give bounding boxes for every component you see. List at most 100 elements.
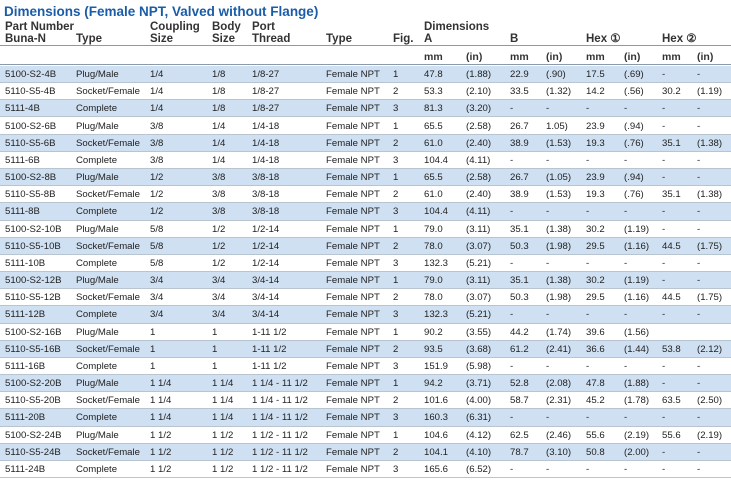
cell: 165.6	[424, 463, 449, 475]
cell: 1/2	[150, 172, 164, 184]
cell: 58.7	[510, 395, 529, 407]
cell: 1	[393, 223, 399, 235]
cell: 1-11 1/2	[252, 343, 287, 355]
cell: 3	[393, 360, 399, 372]
cell: (2.08)	[546, 378, 572, 390]
cell: (5.21)	[466, 257, 492, 269]
cell: 81.3	[424, 103, 443, 115]
cell: -	[624, 309, 628, 321]
table-row	[0, 100, 731, 118]
cell: -	[586, 257, 590, 269]
cell: 5111-10B	[5, 257, 46, 269]
cell: Plug/Male	[76, 378, 119, 390]
cell: 1-11 1/2	[252, 326, 287, 338]
column-header: A	[424, 33, 433, 45]
cell: -	[546, 360, 550, 372]
cell: 1-11 1/2	[252, 360, 287, 372]
cell: -	[662, 120, 666, 132]
column-header: Part Number	[5, 21, 75, 33]
cell: -	[510, 412, 514, 424]
cell: 1 1/4	[212, 395, 234, 407]
table-row	[0, 237, 731, 255]
cell: -	[586, 360, 590, 372]
cell: 1/8	[212, 86, 226, 98]
cell: 5110-S5-8B	[5, 189, 56, 201]
cell: 5110-S5-16B	[5, 343, 61, 355]
cell: -	[586, 154, 590, 166]
cell: 5111-12B	[5, 309, 46, 321]
cell: Socket/Female	[76, 292, 140, 304]
cell: 47.8	[424, 69, 443, 80]
cell: Female NPT	[326, 240, 380, 252]
cell: (6.52)	[466, 463, 492, 475]
cell: 3/8-18	[252, 172, 280, 184]
cell: -	[546, 154, 550, 166]
cell: 45.2	[586, 395, 605, 407]
table-row	[0, 426, 731, 444]
cell: 5110-S5-12B	[5, 292, 61, 304]
unit-label: (in)	[546, 51, 563, 63]
cell: (1.19)	[624, 275, 650, 287]
cell: (3.68)	[466, 343, 492, 355]
cell: 3/8-18	[252, 206, 280, 218]
cell: Female NPT	[326, 412, 380, 424]
cell: -	[697, 154, 701, 166]
table-row	[0, 203, 731, 221]
cell: 35.1	[662, 189, 681, 201]
cell: 3/8	[212, 189, 226, 201]
table-row	[0, 169, 731, 187]
cell: 1 1/4	[150, 395, 172, 407]
cell: -	[662, 69, 666, 80]
cell: -	[586, 412, 590, 424]
table-row	[0, 289, 731, 307]
cell: (1.53)	[546, 189, 572, 201]
cell: 35.1	[662, 137, 681, 149]
cell: 1/8	[212, 69, 226, 80]
cell: 3/4-14	[252, 309, 280, 321]
cell: -	[546, 309, 550, 321]
cell: Female NPT	[326, 446, 380, 458]
cell: 5100-S2-10B	[5, 223, 62, 235]
title: Dimensions (Female NPT, Valved without F…	[4, 4, 319, 19]
cell: -	[662, 154, 666, 166]
cell: 1/8-27	[252, 69, 280, 80]
cell: Plug/Male	[76, 326, 119, 338]
cell: 2	[393, 137, 399, 149]
cell: (1.56)	[624, 326, 650, 338]
cell: (2.58)	[466, 172, 492, 184]
cell: (.90)	[546, 69, 566, 80]
table-row	[0, 375, 731, 393]
cell: (3.11)	[466, 223, 491, 235]
cell: 50.3	[510, 240, 529, 252]
column-header: Type	[76, 33, 102, 45]
cell: 1/8-27	[252, 103, 280, 115]
cell: 3/4	[150, 292, 164, 304]
cell: 1/2	[212, 223, 226, 235]
cell: Plug/Male	[76, 172, 119, 184]
cell: (2.19)	[624, 429, 650, 441]
cell: -	[697, 412, 701, 424]
cell: 1/4-18	[252, 154, 280, 166]
cell: 5110-S5-6B	[5, 137, 56, 149]
cell: -	[697, 120, 701, 132]
cell: 3/8	[212, 172, 226, 184]
column-header: Port	[252, 21, 275, 33]
cell: -	[624, 463, 628, 475]
cell: 3/8	[150, 120, 164, 132]
column-header: B	[510, 33, 519, 45]
cell: 1	[393, 69, 399, 80]
cell: 1/4	[212, 120, 226, 132]
cell: 53.3	[424, 86, 443, 98]
cell: 1	[150, 343, 156, 355]
cell: 44.5	[662, 240, 681, 252]
cell: 30.2	[586, 223, 605, 235]
cell: (.56)	[624, 86, 644, 98]
cell: 63.5	[662, 395, 681, 407]
cell: 79.0	[424, 275, 443, 287]
cell: 3/4	[212, 309, 226, 321]
column-header: Dimensions	[424, 21, 490, 33]
cell: -	[624, 206, 628, 218]
cell: 151.9	[424, 360, 449, 372]
cell: -	[624, 154, 628, 166]
cell: (4.12)	[466, 429, 492, 441]
